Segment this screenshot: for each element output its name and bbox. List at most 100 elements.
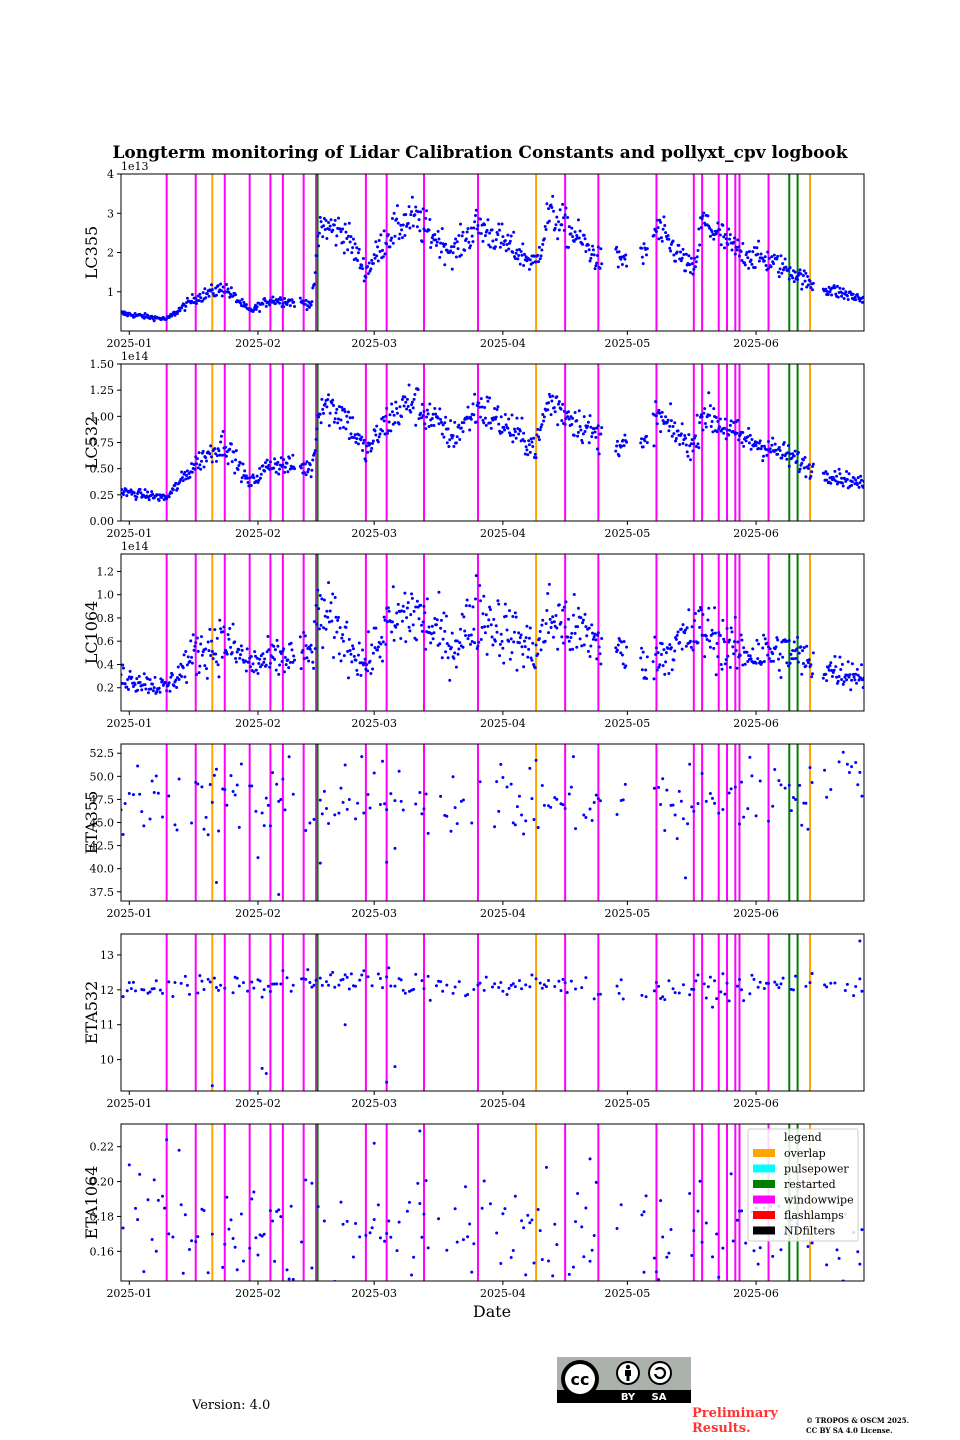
data-point bbox=[219, 983, 223, 987]
data-point bbox=[748, 654, 752, 658]
data-point bbox=[842, 680, 846, 684]
data-point bbox=[167, 1232, 171, 1236]
data-point bbox=[528, 766, 532, 770]
data-point bbox=[567, 225, 571, 229]
data-point bbox=[403, 233, 407, 237]
data-point bbox=[308, 821, 312, 825]
data-point bbox=[766, 653, 770, 657]
y-tick-label: 45.0 bbox=[90, 817, 115, 830]
data-point bbox=[599, 247, 603, 251]
data-point bbox=[488, 1202, 492, 1206]
data-point bbox=[746, 256, 750, 260]
data-point bbox=[131, 793, 135, 797]
data-point bbox=[261, 464, 265, 468]
data-point bbox=[842, 296, 846, 300]
data-point bbox=[851, 292, 855, 296]
data-point bbox=[356, 259, 360, 263]
data-point bbox=[754, 444, 758, 448]
data-point bbox=[549, 413, 553, 417]
data-point bbox=[695, 255, 699, 259]
data-point bbox=[225, 652, 229, 656]
data-point bbox=[202, 1209, 206, 1213]
data-point bbox=[224, 650, 228, 654]
data-point bbox=[545, 608, 549, 612]
data-point bbox=[840, 481, 844, 485]
data-point bbox=[480, 625, 484, 629]
data-point bbox=[752, 1249, 756, 1253]
data-point bbox=[231, 294, 235, 298]
data-point bbox=[125, 685, 129, 689]
data-point bbox=[504, 423, 508, 427]
data-point bbox=[570, 631, 574, 635]
data-point bbox=[307, 659, 311, 663]
data-point bbox=[421, 620, 425, 624]
data-point bbox=[449, 646, 453, 650]
data-point bbox=[791, 452, 795, 456]
data-point bbox=[538, 428, 542, 432]
data-point bbox=[652, 989, 656, 993]
data-point bbox=[590, 818, 594, 822]
data-point bbox=[596, 447, 600, 451]
y-axis-label: LC532 bbox=[82, 416, 101, 469]
data-point bbox=[326, 398, 330, 402]
data-point bbox=[835, 474, 839, 478]
data-point bbox=[174, 678, 178, 682]
data-point bbox=[528, 985, 532, 989]
data-point bbox=[576, 625, 580, 629]
data-point bbox=[228, 447, 232, 451]
data-point bbox=[346, 420, 350, 424]
data-point bbox=[561, 202, 565, 206]
data-point bbox=[324, 627, 328, 631]
data-point bbox=[765, 453, 769, 457]
data-point bbox=[801, 649, 805, 653]
data-point bbox=[840, 662, 844, 666]
data-point bbox=[402, 609, 406, 613]
data-point bbox=[854, 478, 858, 482]
data-point bbox=[197, 299, 201, 303]
data-point bbox=[693, 611, 697, 615]
data-point bbox=[836, 480, 840, 484]
y-tick-label: 3 bbox=[107, 207, 114, 220]
data-point bbox=[161, 991, 165, 995]
data-point bbox=[279, 456, 283, 460]
data-point bbox=[594, 1180, 598, 1184]
data-point bbox=[429, 423, 433, 427]
data-point bbox=[664, 231, 668, 235]
data-point bbox=[710, 419, 714, 423]
legend-swatch-overlap bbox=[753, 1149, 775, 1157]
data-point bbox=[378, 803, 382, 807]
data-point bbox=[825, 290, 829, 294]
data-point bbox=[592, 1233, 596, 1237]
data-point bbox=[327, 620, 331, 624]
data-point bbox=[779, 1248, 783, 1252]
data-point bbox=[196, 782, 200, 786]
data-point bbox=[741, 663, 745, 667]
data-point bbox=[781, 262, 785, 266]
data-point bbox=[625, 264, 629, 268]
data-point bbox=[464, 634, 468, 638]
data-point bbox=[200, 785, 204, 789]
data-point bbox=[198, 974, 202, 978]
data-point bbox=[307, 467, 311, 471]
data-point bbox=[393, 799, 397, 803]
data-point bbox=[710, 796, 714, 800]
data-point bbox=[414, 802, 418, 806]
data-point bbox=[304, 977, 308, 981]
data-point bbox=[841, 682, 845, 686]
data-point bbox=[395, 204, 399, 208]
data-point bbox=[577, 236, 581, 240]
data-point bbox=[543, 225, 547, 228]
data-point bbox=[592, 801, 596, 805]
data-point bbox=[169, 675, 173, 679]
data-point bbox=[698, 625, 702, 629]
data-point bbox=[193, 467, 197, 471]
data-point bbox=[287, 1277, 291, 1281]
data-point bbox=[783, 786, 787, 790]
data-point bbox=[645, 434, 648, 438]
data-point bbox=[547, 392, 551, 396]
data-point bbox=[673, 991, 677, 995]
data-point bbox=[475, 227, 479, 231]
data-point bbox=[856, 476, 860, 480]
data-point bbox=[339, 1200, 343, 1204]
data-point bbox=[268, 990, 272, 994]
